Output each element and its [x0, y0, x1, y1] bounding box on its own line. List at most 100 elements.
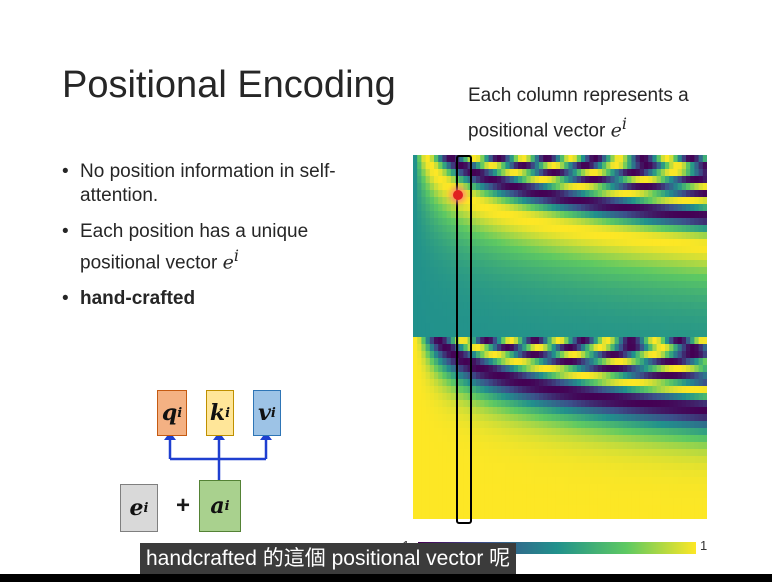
heatmap-cell [656, 155, 662, 163]
heatmap-cell [644, 358, 649, 366]
heatmap-cell [698, 421, 704, 429]
heatmap-cell [572, 295, 578, 303]
heatmap-cell [539, 316, 544, 324]
heatmap-cell [631, 267, 637, 275]
heatmap-cell [459, 428, 464, 436]
heatmap-cell [463, 204, 469, 212]
heatmap-cell [555, 449, 561, 457]
heatmap-cell [413, 253, 418, 261]
heatmap-cell [513, 435, 519, 443]
heatmap-cell [589, 323, 595, 331]
heatmap-cell [618, 246, 624, 254]
heatmap-cell [421, 169, 427, 177]
heatmap-cell [434, 316, 439, 324]
heatmap-cell [551, 379, 557, 387]
heatmap-cell [639, 267, 645, 275]
heatmap-cell [644, 162, 649, 170]
heatmap-cell [534, 351, 540, 359]
heatmap-cell [576, 484, 582, 492]
heatmap-cell [467, 407, 473, 415]
heatmap-cell [509, 505, 515, 513]
heatmap-cell [589, 218, 595, 226]
heatmap-cell [698, 400, 704, 408]
heatmap-cell [623, 477, 628, 485]
heatmap-cell [673, 246, 679, 254]
heatmap-cell [648, 505, 653, 513]
heatmap-cell [530, 211, 536, 219]
heatmap-cell [589, 442, 595, 450]
heatmap-cell [467, 456, 473, 464]
heatmap-cell [618, 239, 624, 247]
heatmap-cell [610, 260, 616, 268]
heatmap-cell [665, 386, 670, 394]
heatmap-cell [471, 190, 477, 198]
heatmap-cell [623, 253, 628, 261]
heatmap-cell [488, 484, 494, 492]
heatmap-cell [669, 512, 674, 519]
heatmap-cell [669, 211, 674, 219]
heatmap-cell [446, 456, 452, 464]
heatmap-cell [534, 358, 540, 366]
heatmap-cell [639, 351, 645, 359]
heatmap-cell [698, 253, 704, 261]
heatmap-cell [434, 428, 439, 436]
heatmap-cell [417, 176, 422, 184]
heatmap-cell [585, 386, 590, 394]
heatmap-cell [677, 330, 683, 338]
heatmap-cell [505, 491, 511, 499]
heatmap-cell [576, 169, 582, 177]
heatmap-cell [467, 274, 473, 282]
heatmap-cell [518, 428, 523, 436]
heatmap-cell [492, 456, 498, 464]
heatmap-cell [639, 512, 645, 519]
heatmap-cell [534, 400, 540, 408]
heatmap-cell [568, 386, 574, 394]
heatmap-cell [551, 414, 557, 422]
heatmap-cell [690, 281, 695, 289]
heatmap-cell [669, 428, 674, 436]
heatmap-cell [413, 400, 418, 408]
heatmap-cell [618, 197, 624, 205]
heatmap-cell [702, 372, 707, 380]
heatmap-cell [656, 302, 662, 310]
heatmap-cell [606, 365, 611, 373]
heatmap-cell [656, 253, 662, 261]
heatmap-cell [623, 316, 628, 324]
heatmap-cell [501, 442, 506, 450]
heatmap-cell [518, 204, 523, 212]
heatmap-cell [690, 407, 695, 415]
heatmap-cell [488, 463, 494, 471]
heatmap-cell [421, 309, 427, 317]
heatmap-cell [425, 162, 431, 170]
heatmap-cell [564, 183, 569, 191]
heatmap-cell [648, 512, 653, 519]
heatmap-cell [698, 316, 704, 324]
heatmap-cell [597, 295, 603, 303]
heatmap-cell [446, 162, 452, 170]
heatmap-cell [564, 274, 569, 282]
heatmap-cell [497, 337, 502, 345]
heatmap-cell [551, 288, 557, 296]
heatmap-cell [425, 309, 431, 317]
heatmap-cell [518, 211, 523, 219]
heatmap-cell [610, 386, 616, 394]
heatmap-cell [656, 456, 662, 464]
heatmap-cell [417, 463, 422, 471]
heatmap-cell [425, 239, 431, 247]
heatmap-cell [497, 470, 502, 478]
heatmap-cell [434, 232, 439, 240]
heatmap-cell [547, 428, 553, 436]
heatmap-cell [434, 505, 439, 513]
heatmap-cell [518, 484, 523, 492]
heatmap-cell [429, 302, 435, 310]
heatmap-cell [442, 435, 448, 443]
heatmap-cell [635, 484, 641, 492]
q-symbol: q [161, 400, 178, 426]
heatmap-cell [459, 498, 464, 506]
heatmap-cell [476, 169, 481, 177]
heatmap-cell [702, 449, 707, 457]
heatmap-cell [602, 218, 607, 226]
heatmap-cell [526, 365, 532, 373]
heatmap-cell [610, 218, 616, 226]
heatmap-cell [488, 169, 494, 177]
